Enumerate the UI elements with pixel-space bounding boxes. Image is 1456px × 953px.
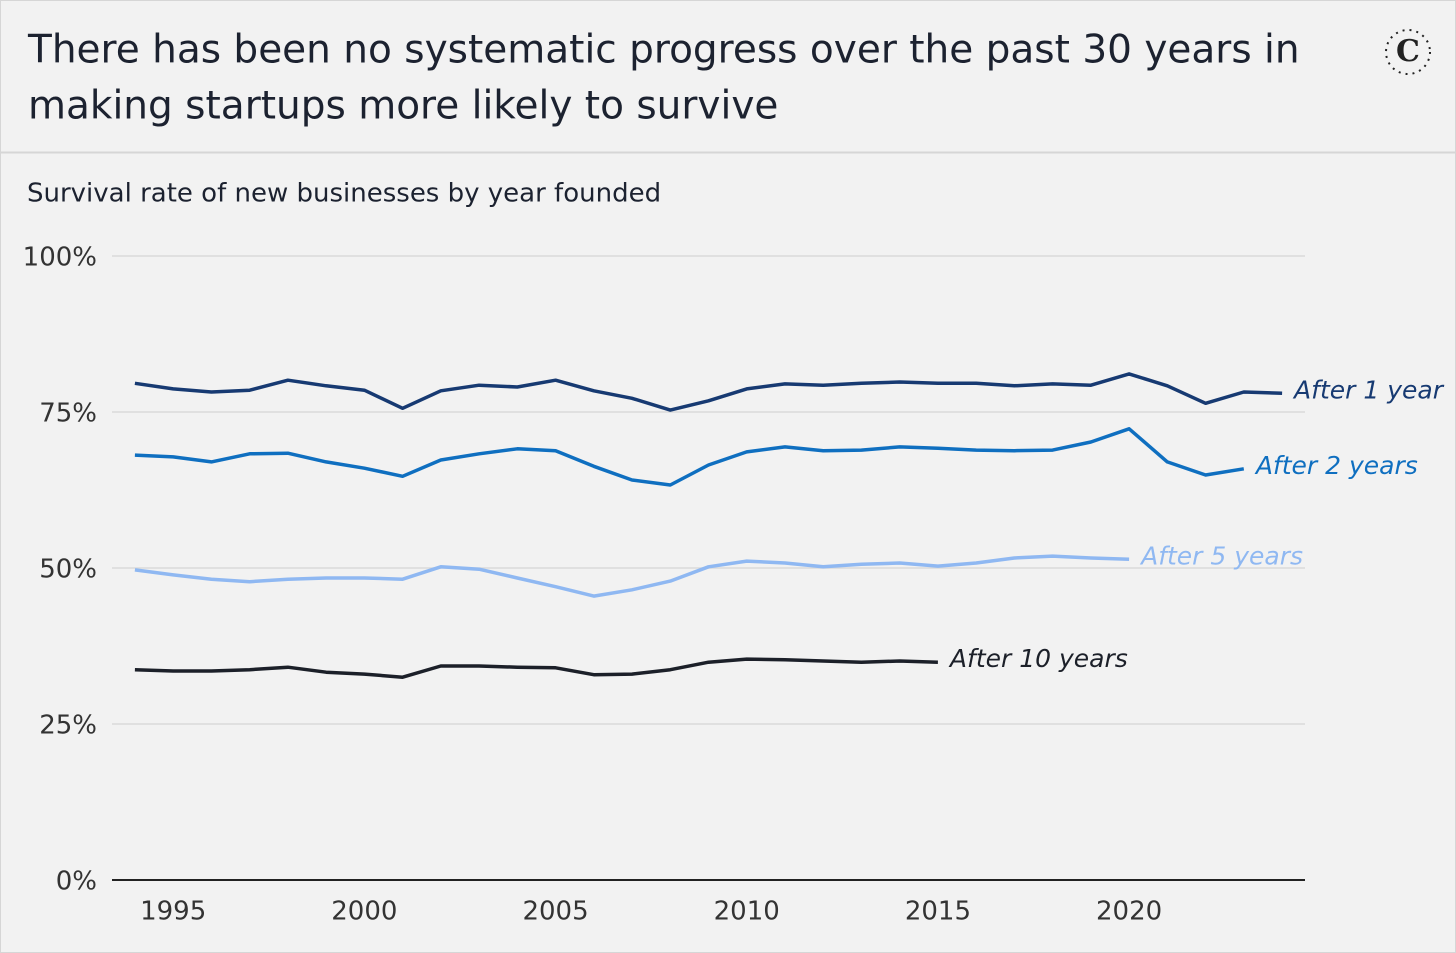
series-line [134,657,938,679]
logo-letter: C [1396,34,1420,69]
logo-ring [1385,29,1431,75]
series-label: After 5 years [1139,541,1303,570]
x-tick-label: 2015 [905,897,971,927]
chart-title: There has been no systematic progress ov… [27,28,1300,73]
series-label: After 1 year [1292,375,1445,404]
y-tick-label: 75% [39,399,97,429]
chart-title-line2: making startups more likely to survive [28,84,778,129]
series-line [134,427,1245,487]
y-tick-label: 0% [56,867,97,897]
series-line [134,372,1283,412]
series-label: After 2 years [1254,451,1418,480]
y-tick-label: 25% [39,711,97,741]
x-tick-label: 2020 [1096,897,1162,927]
logo: C [1385,29,1431,75]
x-tick-label: 2000 [331,897,397,927]
x-tick-label: 2005 [522,897,588,927]
chart-subtitle: Survival rate of new businesses by year … [27,179,661,209]
series-label: After 10 years [948,644,1128,673]
y-tick-label: 100% [23,243,97,273]
x-tick-label: 1995 [140,897,206,927]
y-tick-label: 50% [39,555,97,585]
x-tick-label: 2010 [714,897,780,927]
series-line [134,554,1130,598]
